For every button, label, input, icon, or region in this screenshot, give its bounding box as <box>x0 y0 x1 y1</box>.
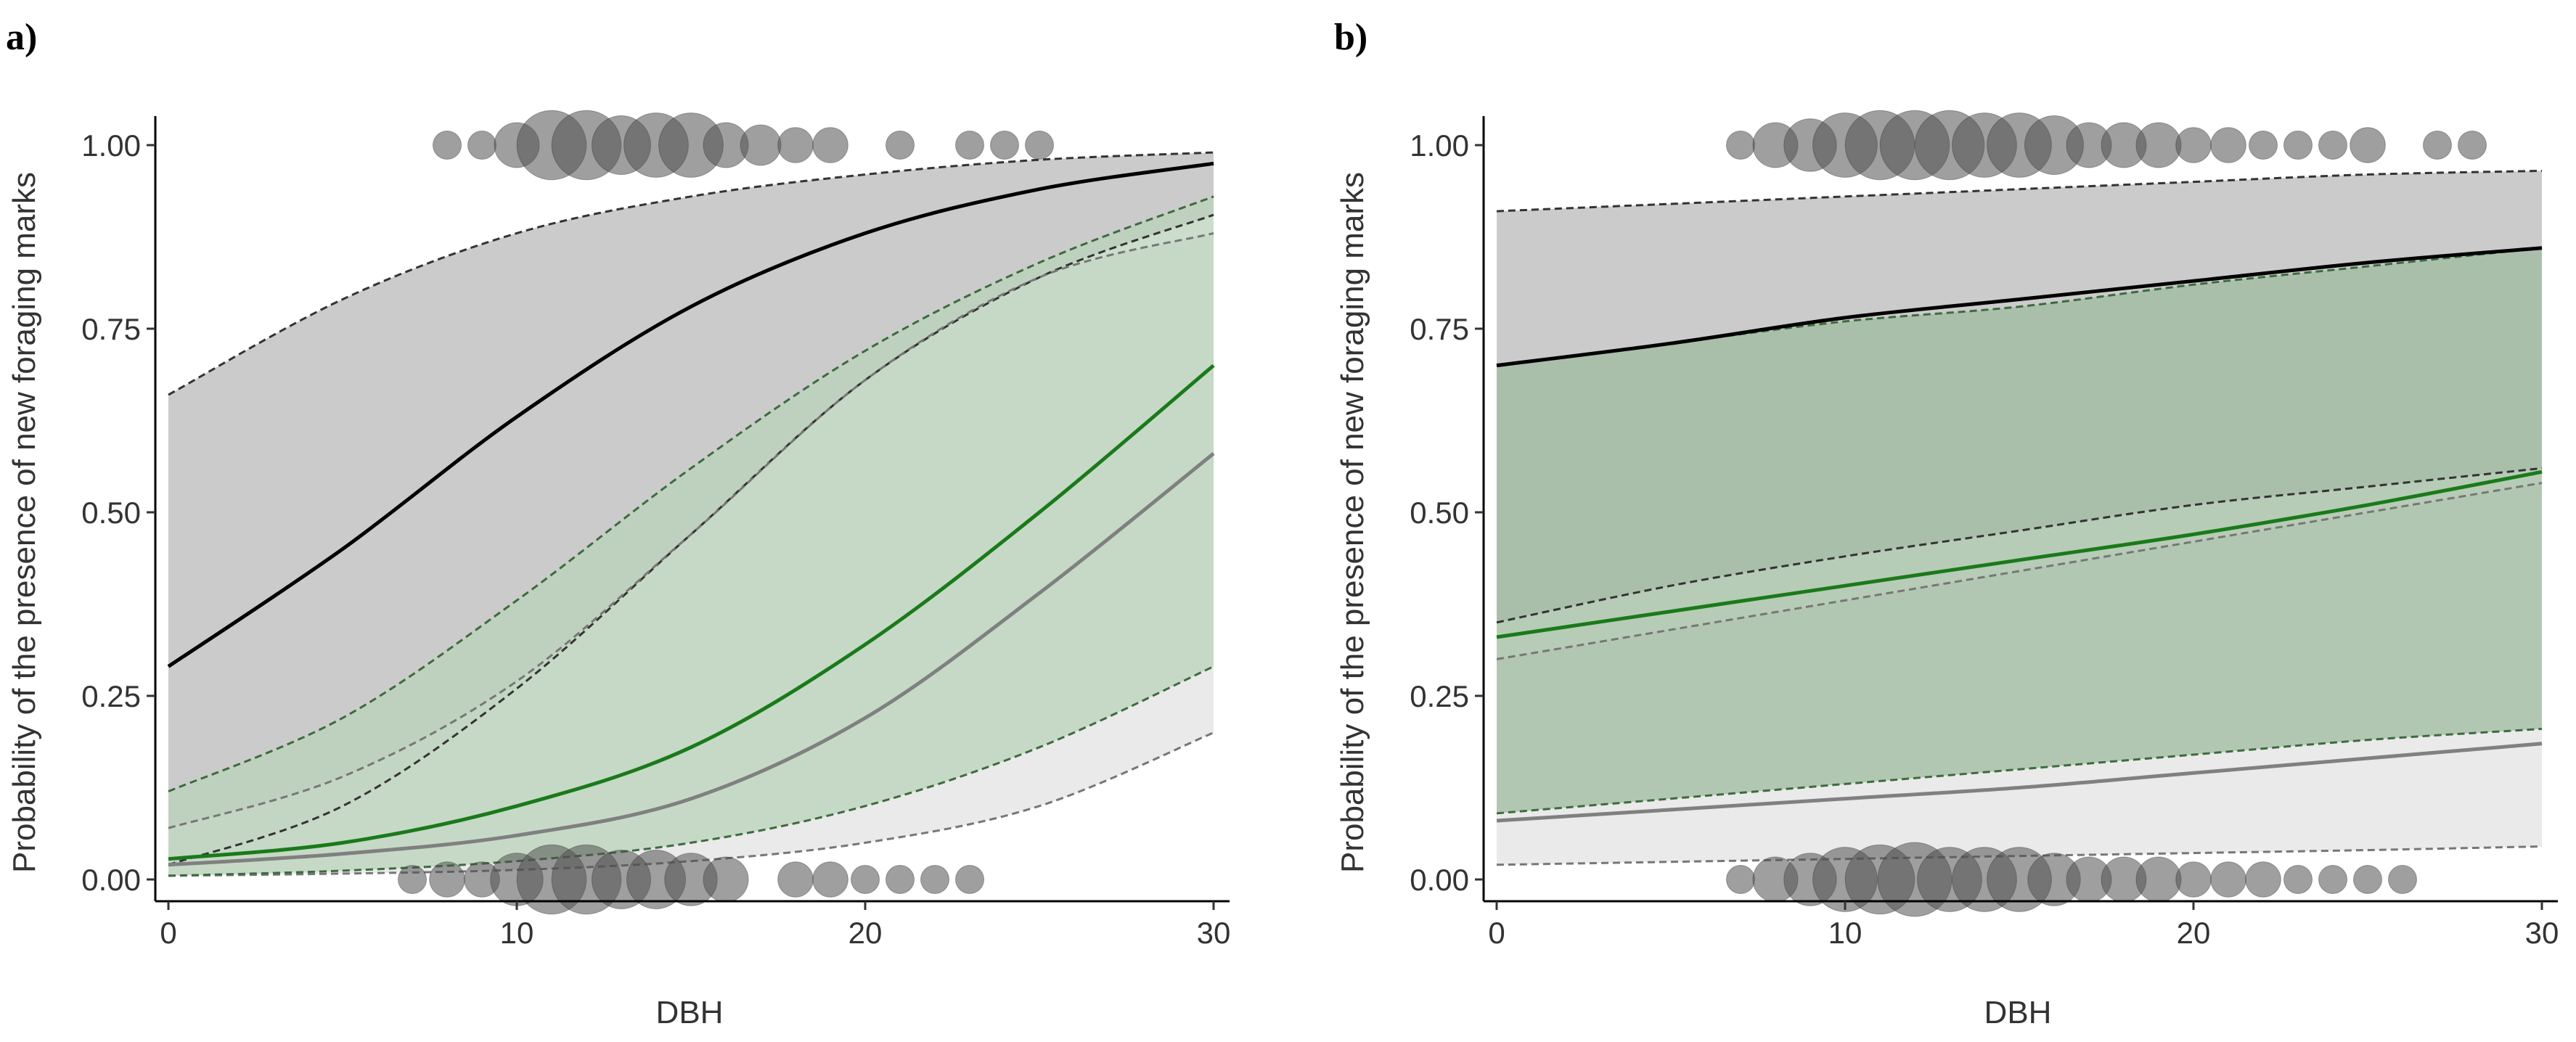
rug-bubble-top <box>2318 131 2347 160</box>
rug-bubble-top <box>777 127 814 163</box>
rug-bubble-bottom <box>777 861 814 898</box>
rug-bubble-bottom <box>955 865 984 894</box>
ci-band-green <box>1497 247 2542 813</box>
rug-bubble-top <box>2135 122 2182 168</box>
x-tick-label: 0 <box>1488 916 1505 950</box>
y-tick-label: 0.25 <box>1410 679 1469 713</box>
panel-a: a) Probability of the presence of new fo… <box>6 17 1230 1030</box>
y-axis-title-a: Probability of the presence of new forag… <box>7 172 42 873</box>
x-axis-title-b: DBH <box>1984 995 2052 1030</box>
y-tick-label: 0.50 <box>81 496 141 530</box>
ci-lower-green <box>1496 728 2543 815</box>
rug-bubble-bottom <box>429 861 465 898</box>
rug-bubble-bottom <box>2245 861 2281 898</box>
rug-bubble-top <box>2423 131 2452 160</box>
y-tick-label: 1.00 <box>81 128 141 163</box>
rug-bubble-top <box>2350 127 2386 163</box>
x-tick-label: 10 <box>500 916 534 950</box>
rug-bubble-top <box>467 131 496 160</box>
rug-bubble-top <box>740 124 782 166</box>
ci-lower-green <box>168 665 1214 877</box>
rug-bubble-bottom <box>851 865 880 894</box>
rug-bubble-bottom <box>1726 865 1755 894</box>
rug-bubble-top <box>812 127 849 163</box>
rug-bubble-top <box>2210 127 2246 163</box>
rug-bubble-top <box>990 131 1019 160</box>
rug-bubble-bottom <box>2283 865 2313 894</box>
ci-upper-green <box>168 195 1214 792</box>
plot-area <box>167 110 1215 915</box>
rug-bubble-bottom <box>920 865 949 894</box>
panel-label-a: a) <box>6 17 37 58</box>
rug-bubble-top <box>955 131 984 160</box>
y-tick-label: 0.00 <box>1410 863 1469 897</box>
y-tick-label: 0.75 <box>1410 312 1469 346</box>
rug-bubble-bottom <box>886 865 915 894</box>
rug-bubble-top <box>1025 131 1054 160</box>
ci-lower-black <box>1496 467 2543 624</box>
panel-label-b: b) <box>1334 17 1367 58</box>
rug-bubble-bottom <box>812 861 849 898</box>
x-tick-label: 20 <box>2177 916 2211 950</box>
y-tick-label: 0.75 <box>81 312 141 346</box>
rug-bubble-top <box>2249 131 2278 160</box>
x-axis-title-a: DBH <box>656 995 724 1030</box>
rug-bubble-bottom <box>2210 861 2246 898</box>
ci-upper-grey <box>1496 482 2543 660</box>
rug-bubble-bottom <box>2135 856 2182 903</box>
ci-upper-grey <box>168 231 1214 829</box>
x-tick-label: 10 <box>1828 916 1863 950</box>
rug-bubble-bottom <box>398 865 427 894</box>
x-tick-label: 30 <box>1197 916 1231 950</box>
rug-bubble-bottom <box>703 856 749 903</box>
rug-bubble-bottom <box>2318 865 2347 894</box>
y-tick-label: 0.25 <box>81 679 141 713</box>
plot-area <box>1496 110 2543 917</box>
fit-line-grey <box>168 452 1215 867</box>
rug-bubble-top <box>2283 131 2313 160</box>
rug-bubble-top <box>433 131 462 160</box>
rug-bubble-bottom <box>2175 861 2212 898</box>
rug-bubble-top <box>1726 131 1755 160</box>
panel-b: b) Probability of the presence of new fo… <box>1334 17 2559 1030</box>
fit-line-grey <box>1496 742 2543 823</box>
fit-line-green <box>1496 469 2543 639</box>
rug-bubble-bottom <box>2388 865 2417 894</box>
rug-bubble-bottom <box>2353 865 2382 894</box>
ci-band-green <box>168 196 1214 876</box>
y-tick-label: 0.50 <box>1410 496 1469 530</box>
ci-upper-black <box>168 151 1214 396</box>
y-tick-label: 1.00 <box>1410 128 1469 163</box>
fit-line-black <box>1496 246 2543 368</box>
y-axis-title-b: Probability of the presence of new forag… <box>1335 172 1370 873</box>
rug-bubble-top <box>2175 127 2212 163</box>
ci-upper-black <box>1496 169 2543 213</box>
fit-line-green <box>168 364 1215 861</box>
y-tick-label: 0.00 <box>81 863 141 897</box>
fit-line-black <box>167 161 1214 668</box>
rug-bubble-top <box>886 131 915 160</box>
rug-bubble-top <box>2458 131 2487 160</box>
x-tick-label: 20 <box>849 916 883 950</box>
x-tick-label: 30 <box>2525 916 2559 950</box>
x-tick-label: 0 <box>160 916 176 950</box>
